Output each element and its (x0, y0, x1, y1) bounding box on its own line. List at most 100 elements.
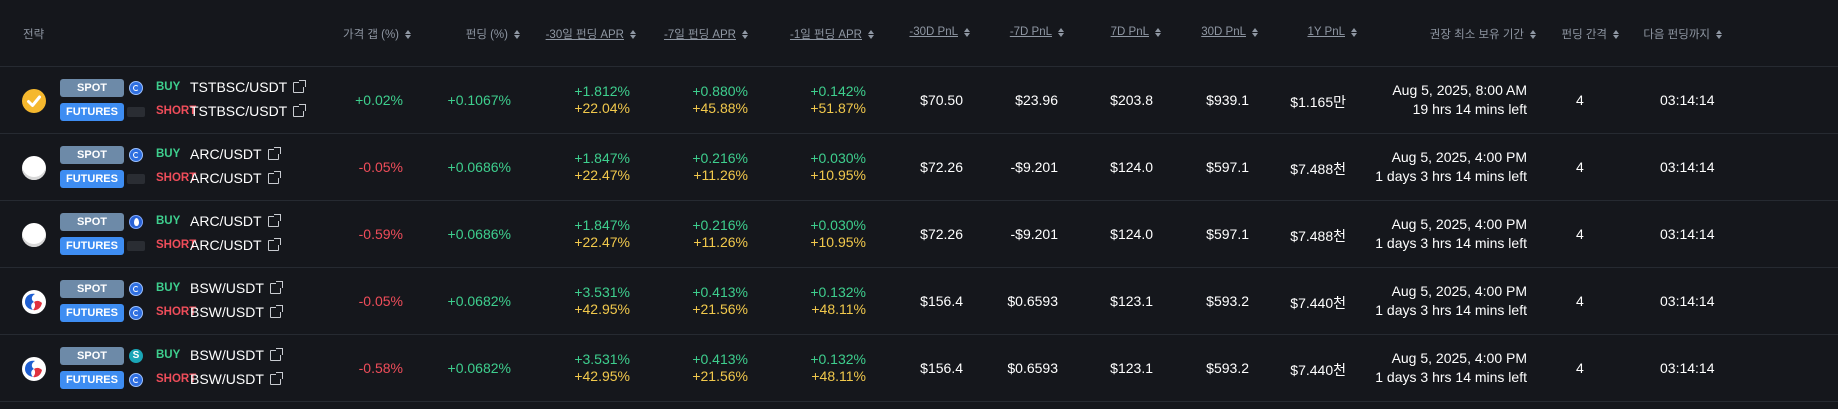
header-pnl30m[interactable]: -30D PnL (909, 26, 970, 38)
external-link-icon[interactable] (267, 237, 281, 251)
pnl30m-value: $72.26 (920, 226, 963, 242)
table-row[interactable]: SPOT BUY ARC/USDT FUTURES SHORT ARC/USDT… (0, 134, 1838, 201)
exchange-circle-icon (129, 148, 143, 162)
short-label: SHORT (156, 172, 197, 184)
sort-icon (1530, 29, 1536, 39)
pnl7m-value: -$9.201 (1010, 226, 1058, 242)
table-header: 전략 가격 갭 (%) 펀딩 (%) -30일 펀딩 APR -7일 펀딩 AP… (0, 0, 1838, 67)
header-pnl7m[interactable]: -7D PnL (1010, 26, 1064, 38)
external-link-icon[interactable] (267, 170, 281, 184)
external-link-icon[interactable] (293, 79, 307, 93)
interval-value: 4 (1576, 159, 1584, 175)
sort-icon (1252, 27, 1258, 37)
header-apr30[interactable]: -30일 펀딩 APR (546, 26, 636, 42)
header-apr1[interactable]: -1일 펀딩 APR (790, 26, 874, 42)
table-body: SPOT BUY TSTBSC/USDT FUTURES SHORT TSTBS… (0, 67, 1838, 402)
header-interval[interactable]: 펀딩 간격 (1561, 26, 1619, 42)
header-hold[interactable]: 권장 최소 보유 기간 (1430, 26, 1536, 42)
tstbsc-check-icon (22, 89, 46, 113)
pnl1y-value: $1.165만 (1290, 94, 1346, 110)
spot-tag: SPOT (60, 347, 124, 365)
bsw-coin-icon (22, 290, 46, 314)
next-funding-value: 03:14:14 (1660, 92, 1715, 108)
external-link-icon[interactable] (269, 347, 283, 361)
arc-coin-icon (22, 223, 46, 247)
external-link-icon[interactable] (267, 146, 281, 160)
table-row[interactable]: SPOT BUY TSTBSC/USDT FUTURES SHORT TSTBS… (0, 67, 1838, 134)
buy-label: BUY (156, 282, 181, 294)
table-row[interactable]: SPOT BUY BSW/USDT FUTURES SHORT BSW/USDT… (0, 335, 1838, 402)
futures-pair-link[interactable]: ARC/USDT (190, 237, 281, 253)
short-label: SHORT (156, 239, 197, 251)
header-pnl1y[interactable]: 1Y PnL (1307, 26, 1357, 38)
pnl7-value: $124.0 (1110, 159, 1153, 175)
sort-icon (405, 29, 411, 39)
interval-value: 4 (1576, 226, 1584, 242)
sort-icon (1613, 29, 1619, 39)
external-link-icon[interactable] (293, 103, 307, 117)
sort-icon (514, 29, 520, 39)
header-pnl7[interactable]: 7D PnL (1111, 26, 1161, 38)
buy-label: BUY (156, 81, 181, 93)
futures-pair-link[interactable]: ARC/USDT (190, 170, 281, 186)
pair-label: TSTBSC/USDT (190, 79, 288, 95)
apr7-value: +0.216% +11.26% (692, 150, 748, 183)
short-label: SHORT (156, 373, 197, 385)
buy-label: BUY (156, 349, 181, 361)
pnl1y-value: $7.440천 (1290, 295, 1346, 311)
exchange-s-icon (129, 349, 143, 363)
spot-pair-link[interactable]: TSTBSC/USDT (190, 79, 307, 95)
exchange-circle-icon (129, 373, 143, 387)
spot-pair-link[interactable]: BSW/USDT (190, 280, 283, 296)
apr7-value: +0.413% +21.56% (692, 351, 748, 384)
futures-tag: FUTURES (60, 237, 124, 255)
header-price-gap[interactable]: 가격 갭 (%) (343, 26, 411, 42)
header-funding[interactable]: 펀딩 (%) (466, 26, 520, 42)
table-row[interactable]: SPOT BUY BSW/USDT FUTURES SHORT BSW/USDT… (0, 268, 1838, 335)
exchange-text-icon (127, 174, 145, 184)
exchange-text-icon (127, 107, 145, 117)
buy-label: BUY (156, 215, 181, 227)
pnl1y-value: $7.488천 (1290, 161, 1346, 177)
apr1-value: +0.030% +10.95% (810, 150, 866, 183)
futures-pair-link[interactable]: BSW/USDT (190, 304, 283, 320)
price-gap-value: -0.05% (358, 159, 403, 175)
spot-pair-link[interactable]: ARC/USDT (190, 213, 281, 229)
next-funding-value: 03:14:14 (1660, 360, 1715, 376)
spot-tag: SPOT (60, 213, 124, 231)
header-next[interactable]: 다음 펀딩까지 (1643, 26, 1722, 42)
pnl30m-value: $156.4 (920, 360, 963, 376)
spot-pair-link[interactable]: ARC/USDT (190, 146, 281, 162)
pnl7m-value: $0.6593 (1007, 293, 1058, 309)
next-funding-value: 03:14:14 (1660, 293, 1715, 309)
futures-pair-link[interactable]: BSW/USDT (190, 371, 283, 387)
sort-icon (630, 29, 636, 39)
pnl30m-value: $70.50 (920, 92, 963, 108)
pnl7-value: $124.0 (1110, 226, 1153, 242)
pnl7m-value: $23.96 (1015, 92, 1058, 108)
pair-label: ARC/USDT (190, 237, 262, 253)
table-row[interactable]: SPOT BUY ARC/USDT FUTURES SHORT ARC/USDT… (0, 201, 1838, 268)
pnl7m-value: -$9.201 (1010, 159, 1058, 175)
external-link-icon[interactable] (269, 371, 283, 385)
futures-tag: FUTURES (60, 170, 124, 188)
external-link-icon[interactable] (267, 213, 281, 227)
header-apr7[interactable]: -7일 펀딩 APR (664, 26, 748, 42)
external-link-icon[interactable] (269, 280, 283, 294)
price-gap-value: +0.02% (355, 92, 403, 108)
pair-label: ARC/USDT (190, 146, 262, 162)
short-label: SHORT (156, 105, 197, 117)
apr1-value: +0.132% +48.11% (810, 351, 866, 384)
spot-pair-link[interactable]: BSW/USDT (190, 347, 283, 363)
funding-value: +0.0686% (447, 159, 511, 175)
pnl1y-value: $7.440천 (1290, 362, 1346, 378)
pair-label: ARC/USDT (190, 170, 262, 186)
next-funding-value: 03:14:14 (1660, 159, 1715, 175)
apr7-value: +0.880% +45.88% (692, 83, 748, 116)
short-label: SHORT (156, 306, 197, 318)
exchange-circle-icon (129, 81, 143, 95)
futures-pair-link[interactable]: TSTBSC/USDT (190, 103, 307, 119)
header-pnl30[interactable]: 30D PnL (1201, 26, 1258, 38)
external-link-icon[interactable] (269, 304, 283, 318)
apr1-value: +0.132% +48.11% (810, 284, 866, 317)
